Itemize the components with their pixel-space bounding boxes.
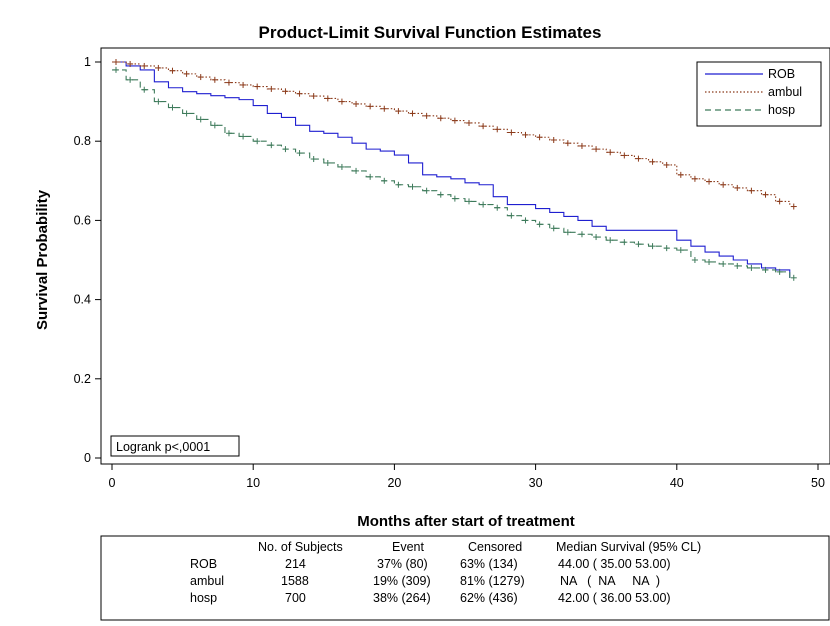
row-rob-group: ROB — [190, 557, 218, 571]
header-censored: Censored — [468, 540, 523, 554]
row-hosp-group: hosp — [190, 591, 218, 605]
row-hosp-event: 38% (264) — [373, 591, 431, 605]
x-tick-label: 50 — [811, 476, 825, 490]
chart-title: Product-Limit Survival Function Estimate… — [259, 23, 602, 42]
y-axis: 0 0.2 0.4 0.6 0.8 1 — [74, 55, 101, 465]
y-axis-label: Survival Probability — [34, 189, 51, 330]
x-tick-label: 40 — [670, 476, 684, 490]
series-line-hosp — [112, 69, 791, 278]
y-tick-label: 0.2 — [74, 372, 91, 386]
survival-curves — [112, 59, 797, 281]
legend: ROB ambul hosp — [696, 61, 822, 127]
y-tick-label: 0.4 — [74, 293, 91, 307]
x-tick-label: 30 — [529, 476, 543, 490]
header-median: Median Survival (95% CL) — [556, 540, 702, 554]
row-rob-median: 44.00 ( 35.00 53.00) — [558, 557, 671, 571]
row-ambul-event: 19% (309) — [373, 574, 431, 588]
y-tick-label: 1 — [84, 55, 91, 69]
header-event: Event — [392, 540, 424, 554]
legend-box — [696, 61, 822, 127]
y-tick-label: 0.6 — [74, 213, 91, 227]
x-tick-label: 0 — [109, 476, 116, 490]
x-axis: 0 10 20 30 40 50 — [109, 464, 825, 490]
row-rob-subjects: 214 — [285, 557, 306, 571]
row-hosp-median: 42.00 ( 36.00 53.00) — [558, 591, 671, 605]
legend-label-ambul: ambul — [768, 85, 802, 99]
x-axis-label: Months after start of treatment — [357, 513, 575, 530]
logrank-annotation: Logrank p<,0001 — [116, 440, 210, 454]
summary-table-box — [100, 535, 830, 621]
legend-label-rob: ROB — [768, 67, 795, 81]
row-ambul-group: ambul — [190, 574, 225, 588]
row-rob-censored: 63% (134) — [460, 557, 518, 571]
x-tick-label: 20 — [387, 476, 401, 490]
series-line-rob — [112, 61, 791, 278]
header-subjects: No. of Subjects — [258, 540, 343, 554]
legend-label-hosp: hosp — [768, 103, 795, 117]
row-ambul-subjects: 1588 — [281, 574, 309, 588]
row-ambul-censored: 81% (1279) — [460, 574, 525, 588]
plot-area — [100, 47, 830, 465]
logrank-box — [110, 435, 240, 457]
x-tick-label: 10 — [246, 476, 260, 490]
y-tick-label: 0 — [84, 451, 91, 465]
row-ambul-median: NA ( NA NA ) — [560, 574, 661, 588]
series-line-ambul — [112, 61, 791, 207]
row-hosp-censored: 62% (436) — [460, 591, 518, 605]
row-rob-event: 37% (80) — [377, 557, 428, 571]
y-tick-label: 0.8 — [74, 134, 91, 148]
row-hosp-subjects: 700 — [285, 591, 306, 605]
